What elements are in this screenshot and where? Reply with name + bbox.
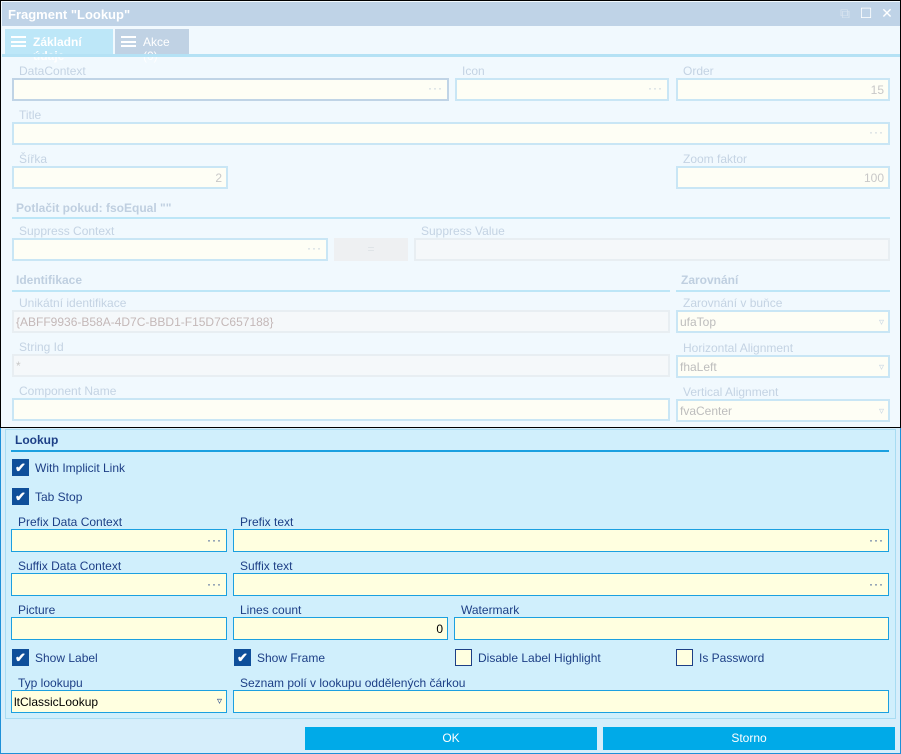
unique-id-input[interactable]: {ABFF9936-B58A-4D7C-BBD1-F15D7C657188}: [12, 310, 670, 333]
zoom-label: Zoom faktor: [683, 152, 748, 166]
prefix-text-label: Prefix text: [240, 515, 294, 529]
picture-input[interactable]: [11, 617, 227, 640]
tab-divider: [2, 54, 900, 57]
show-label-checkbox[interactable]: ✔: [12, 649, 29, 666]
field-list-label: Seznam polí v lookupu oddělených čárkou: [240, 676, 466, 690]
field-list-input[interactable]: [233, 690, 889, 713]
tab-stop-checkbox[interactable]: ✔: [12, 488, 29, 505]
show-frame-label: Show Frame: [257, 651, 326, 665]
tab-label: Akce (0): [143, 35, 170, 63]
disable-label-highlight-checkbox[interactable]: [455, 649, 472, 666]
lines-count-input[interactable]: 0: [233, 617, 448, 640]
data-context-label: DataContext: [19, 64, 86, 78]
tab-label: Základní údaje: [33, 35, 82, 63]
dropdown-icon[interactable]: ▿: [878, 406, 884, 417]
tab-stop-label: Tab Stop: [35, 490, 83, 504]
string-id-label: String Id: [19, 340, 64, 354]
ellipsis-icon[interactable]: ···: [869, 533, 884, 547]
maximize-icon[interactable]: ☐: [859, 5, 873, 21]
suppress-context-input[interactable]: ···: [12, 238, 328, 261]
suffix-text-input[interactable]: ···: [233, 573, 889, 596]
close-icon[interactable]: ✕: [881, 5, 893, 21]
with-implicit-link-checkbox[interactable]: ✔: [12, 459, 29, 476]
lookup-heading: Lookup: [15, 433, 59, 447]
suffix-data-context-input[interactable]: ···: [11, 573, 227, 596]
window-title: Fragment "Lookup": [8, 7, 131, 22]
identification-heading: Identifikace: [16, 273, 83, 287]
cell-align-select[interactable]: ufaTop ▿: [676, 310, 890, 333]
divider: [12, 217, 890, 219]
string-id-input[interactable]: *: [12, 354, 670, 377]
cell-align-label: Zarovnání v buňce: [683, 296, 783, 310]
dropdown-icon[interactable]: ▿: [878, 362, 884, 373]
ellipsis-icon[interactable]: ···: [869, 125, 884, 139]
dropdown-icon[interactable]: ▿: [216, 696, 222, 707]
order-label: Order: [683, 64, 714, 78]
title-bar: Fragment "Lookup": [2, 2, 900, 26]
ellipsis-icon[interactable]: ···: [648, 81, 663, 95]
dropdown-icon[interactable]: ▿: [878, 317, 884, 328]
ellipsis-icon[interactable]: ···: [207, 533, 222, 547]
divider: [12, 290, 670, 292]
suppress-operator-button[interactable]: =: [334, 238, 408, 261]
show-frame-checkbox[interactable]: ✔: [234, 649, 251, 666]
watermark-input[interactable]: [454, 617, 889, 640]
lines-count-label: Lines count: [240, 603, 302, 617]
tab-actions[interactable]: Akce (0): [115, 29, 189, 63]
suppress-value-input[interactable]: [414, 238, 890, 261]
title-input[interactable]: ···: [12, 122, 890, 145]
data-context-input[interactable]: ···: [12, 78, 449, 101]
ellipsis-icon[interactable]: ···: [207, 577, 222, 591]
disable-label-highlight-label: Disable Label Highlight: [478, 651, 601, 665]
suffix-text-label: Suffix text: [240, 559, 293, 573]
lookup-type-label: Typ lookupu: [18, 676, 83, 690]
h-align-select[interactable]: fhaLeft ▿: [676, 355, 890, 378]
with-implicit-link-label: With Implicit Link: [35, 461, 126, 475]
picture-label: Picture: [18, 603, 56, 617]
suppress-context-label: Suppress Context: [19, 224, 115, 238]
icon-input[interactable]: ···: [455, 78, 669, 101]
icon-label: Icon: [462, 64, 485, 78]
is-password-checkbox[interactable]: [676, 649, 693, 666]
prefix-data-context-label: Prefix Data Context: [18, 515, 123, 529]
divider: [676, 290, 890, 292]
unique-id-label: Unikátní identifikace: [19, 296, 127, 310]
suppress-value-label: Suppress Value: [421, 224, 505, 238]
component-name-label: Component Name: [19, 384, 117, 398]
ellipsis-icon[interactable]: ···: [307, 241, 322, 255]
ok-button[interactable]: OK: [305, 727, 597, 750]
zoom-input[interactable]: 100: [676, 166, 890, 189]
is-password-label: Is Password: [699, 651, 765, 665]
v-align-select[interactable]: fvaCenter ▿: [676, 399, 890, 422]
watermark-label: Watermark: [461, 603, 520, 617]
prefix-data-context-input[interactable]: ···: [11, 529, 227, 552]
ellipsis-icon[interactable]: ···: [428, 81, 443, 95]
title-label: Title: [19, 108, 42, 122]
ellipsis-icon[interactable]: ···: [869, 577, 884, 591]
h-align-label: Horizontal Alignment: [683, 341, 794, 355]
list-icon: [121, 36, 136, 47]
lookup-type-select[interactable]: ltClassicLookup ▿: [11, 690, 227, 713]
list-icon: [11, 36, 26, 47]
suppress-heading: Potlačit pokud: fsoEqual "": [16, 201, 172, 215]
width-label: Šířka: [19, 152, 48, 166]
tab-basic[interactable]: Základní údaje: [5, 29, 113, 63]
order-input[interactable]: 15: [676, 78, 890, 101]
width-input[interactable]: 2: [12, 166, 228, 189]
v-align-label: Vertical Alignment: [683, 385, 779, 399]
show-label-label: Show Label: [35, 651, 98, 665]
general-panel: Fragment "Lookup" ⧉ ☐ ✕ Základní údaje A…: [0, 0, 901, 428]
prefix-text-input[interactable]: ···: [233, 529, 889, 552]
cancel-button[interactable]: Storno: [603, 727, 895, 750]
alignment-heading: Zarovnání: [681, 273, 739, 287]
component-name-input[interactable]: [12, 398, 670, 421]
restore-icon[interactable]: ⧉: [840, 5, 850, 21]
divider: [11, 450, 889, 452]
suffix-data-context-label: Suffix Data Context: [18, 559, 122, 573]
